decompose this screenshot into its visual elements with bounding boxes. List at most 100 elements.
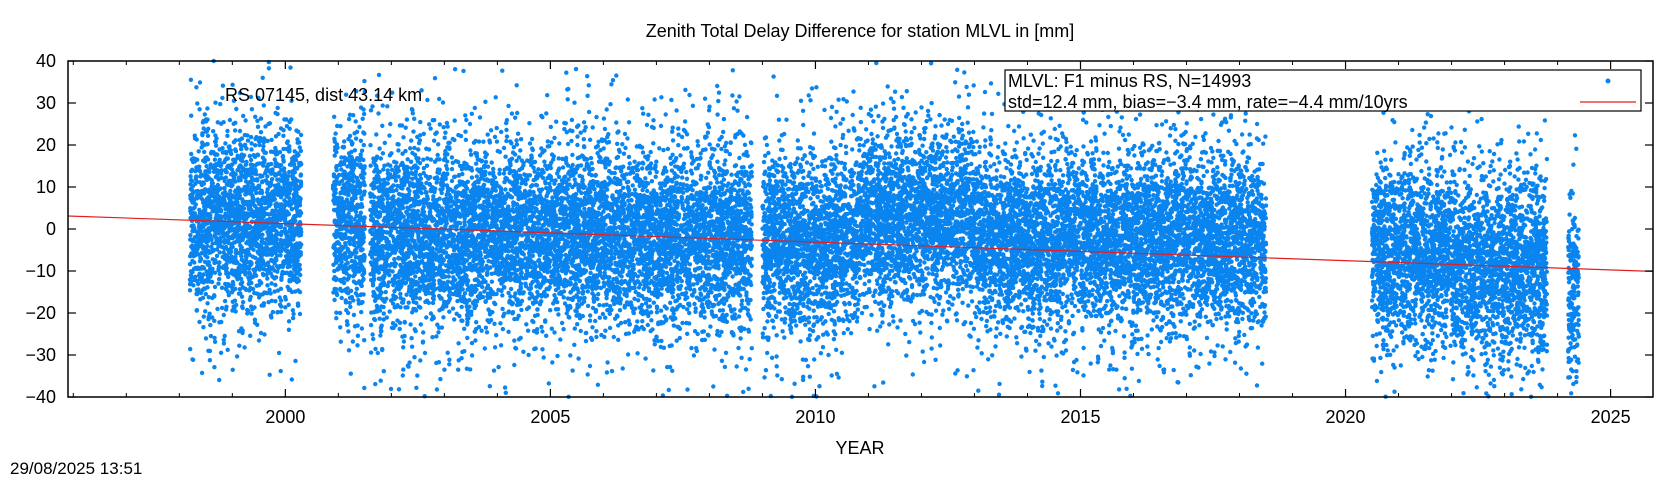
data-point: [362, 338, 367, 343]
data-point: [251, 247, 256, 252]
data-point: [272, 157, 277, 162]
data-point: [237, 128, 243, 134]
data-point: [227, 178, 232, 184]
data-point: [257, 267, 262, 272]
data-point: [274, 229, 279, 234]
data-point: [344, 213, 349, 219]
data-point: [263, 170, 268, 176]
data-point: [261, 301, 267, 306]
data-point: [261, 272, 266, 278]
data-point: [401, 345, 406, 350]
data-point: [215, 192, 220, 197]
data-point: [297, 213, 302, 218]
data-point: [207, 267, 213, 272]
data-point: [209, 184, 214, 189]
data-point: [344, 319, 350, 324]
data-point: [685, 331, 690, 336]
data-point: [212, 365, 217, 370]
data-point: [211, 129, 216, 134]
data-point: [261, 136, 267, 141]
data-point: [203, 286, 208, 291]
data-point: [290, 315, 296, 321]
data-point: [194, 291, 199, 297]
data-point: [354, 286, 359, 291]
data-point: [359, 173, 364, 178]
data-point: [275, 269, 280, 274]
data-point: [188, 233, 193, 238]
data-point: [708, 324, 713, 329]
data-point: [281, 159, 286, 164]
data-point: [277, 164, 282, 169]
data-point: [243, 179, 249, 184]
data-point: [237, 234, 242, 239]
data-point: [207, 348, 213, 354]
data-point: [693, 306, 698, 311]
data-point: [212, 339, 218, 344]
data-point: [276, 131, 281, 137]
data-point: [230, 279, 236, 285]
data-point: [348, 288, 354, 293]
data-point: [292, 263, 297, 268]
data-point: [188, 182, 193, 187]
data-point: [269, 281, 274, 286]
data-point: [191, 227, 196, 232]
data-point: [267, 287, 272, 292]
data-point: [289, 271, 294, 276]
data-point: [288, 250, 293, 255]
data-point: [227, 144, 232, 149]
data-point: [288, 234, 293, 239]
data-point: [249, 311, 254, 316]
data-point: [359, 195, 364, 200]
data-point: [676, 143, 681, 148]
data-point: [284, 231, 289, 237]
data-point: [278, 253, 283, 258]
data-point: [248, 285, 253, 291]
data-point: [188, 192, 194, 198]
data-point: [749, 346, 754, 351]
data-point: [244, 199, 249, 205]
data-point: [253, 143, 258, 148]
data-point: [674, 108, 679, 113]
data-point: [276, 264, 281, 269]
data-point: [222, 194, 227, 199]
data-point: [253, 114, 258, 120]
data-point: [265, 283, 270, 288]
data-point: [198, 257, 204, 262]
data-point: [231, 213, 236, 218]
data-point: [332, 181, 338, 186]
data-point: [266, 66, 272, 71]
data-point: [576, 356, 581, 361]
data-point: [197, 319, 202, 325]
data-point: [265, 187, 270, 192]
data-point: [253, 163, 258, 168]
data-point: [332, 297, 337, 303]
data-point: [278, 195, 284, 200]
data-point: [257, 139, 262, 144]
data-point: [348, 264, 353, 269]
data-point: [361, 142, 366, 148]
data-point: [620, 366, 625, 371]
data-point: [361, 267, 366, 272]
data-point: [203, 336, 209, 341]
data-point: [218, 101, 223, 107]
data-point: [242, 345, 247, 350]
data-point: [285, 177, 290, 182]
data-point: [497, 171, 502, 176]
data-point: [296, 288, 301, 293]
data-point: [441, 315, 446, 320]
data-point: [362, 215, 367, 220]
data-point: [287, 126, 292, 131]
data-point: [352, 193, 357, 198]
data-point: [416, 304, 421, 309]
data-point: [244, 146, 249, 151]
data-point: [237, 287, 243, 292]
data-point: [626, 154, 632, 160]
data-point: [217, 377, 222, 383]
data-point: [265, 138, 270, 144]
data-point: [691, 282, 696, 287]
data-point: [346, 329, 351, 334]
data-point: [281, 146, 286, 152]
data-point: [361, 258, 367, 263]
data-point: [338, 287, 343, 293]
data-point: [570, 152, 575, 158]
